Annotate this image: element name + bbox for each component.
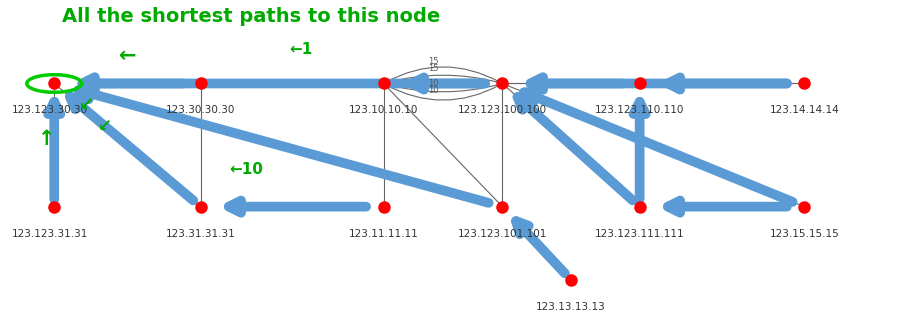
Text: 10: 10: [428, 79, 438, 88]
Text: 123.123.111.111: 123.123.111.111: [595, 229, 684, 239]
FancyArrowPatch shape: [386, 85, 499, 100]
Text: ↑: ↑: [38, 129, 56, 149]
Text: 123.14.14.14: 123.14.14.14: [768, 105, 838, 115]
Text: 123.30.30.30: 123.30.30.30: [165, 105, 235, 115]
Text: 123.123.101.101: 123.123.101.101: [458, 229, 547, 239]
Text: 123.123.110.110: 123.123.110.110: [595, 105, 684, 115]
Text: ←: ←: [119, 46, 136, 66]
Text: 123.11.11.11: 123.11.11.11: [348, 229, 418, 239]
FancyArrowPatch shape: [386, 84, 499, 92]
Text: 123.123.31.31: 123.123.31.31: [11, 229, 87, 239]
Text: ↙: ↙: [97, 117, 111, 135]
Text: 123.31.31.31: 123.31.31.31: [165, 229, 235, 239]
Text: 123.13.13.13: 123.13.13.13: [536, 302, 606, 312]
Text: 15: 15: [428, 64, 438, 73]
Text: 123.10.10.10: 123.10.10.10: [348, 105, 418, 115]
Text: ←1: ←1: [289, 42, 312, 57]
Text: ←10: ←10: [229, 163, 263, 178]
Text: ↙: ↙: [79, 96, 94, 115]
Text: 10: 10: [428, 86, 438, 95]
FancyArrowPatch shape: [386, 67, 499, 82]
FancyArrowPatch shape: [386, 75, 499, 83]
Text: 123.15.15.15: 123.15.15.15: [768, 229, 838, 239]
Text: 123.123.100.100: 123.123.100.100: [458, 105, 547, 115]
Text: All the shortest paths to this node: All the shortest paths to this node: [62, 7, 439, 26]
Text: 123.123.30.30: 123.123.30.30: [12, 105, 87, 115]
Text: 15: 15: [428, 57, 438, 66]
